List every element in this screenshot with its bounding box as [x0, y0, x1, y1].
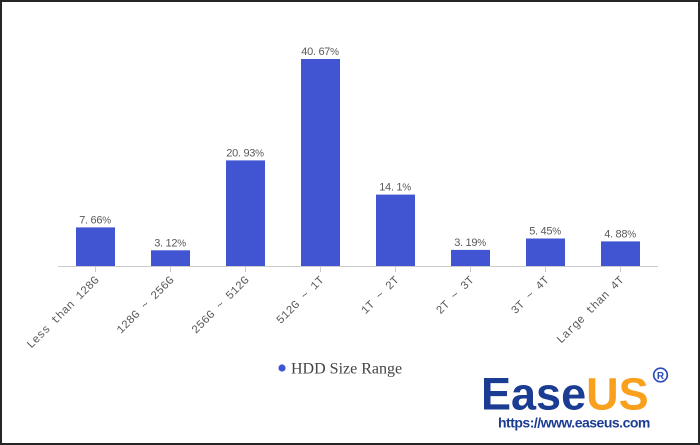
- svg-text:256G ~ 512G: 256G ~ 512G: [189, 274, 252, 337]
- svg-text:14. 1%: 14. 1%: [379, 182, 411, 194]
- svg-text:7. 66%: 7. 66%: [79, 214, 111, 226]
- svg-text:3. 12%: 3. 12%: [154, 237, 186, 249]
- svg-text:2T ~ 3T: 2T ~ 3T: [434, 274, 477, 317]
- svg-text:Large than 4T: Large than 4T: [555, 274, 628, 347]
- svg-text:1T ~ 2T: 1T ~ 2T: [359, 274, 402, 317]
- svg-text:40. 67%: 40. 67%: [301, 46, 339, 58]
- svg-text:EaseUS: EaseUS: [481, 369, 649, 420]
- svg-text:512G ~ 1T: 512G ~ 1T: [274, 274, 327, 327]
- svg-text:128G ~ 256G: 128G ~ 256G: [114, 274, 177, 337]
- svg-text:3. 19%: 3. 19%: [454, 237, 486, 249]
- svg-text:4. 88%: 4. 88%: [604, 228, 636, 240]
- svg-text:HDD Size Range: HDD Size Range: [291, 361, 402, 378]
- svg-text:https://www.easeus.com: https://www.easeus.com: [498, 415, 650, 431]
- svg-text:20. 93%: 20. 93%: [226, 147, 264, 159]
- svg-text:5. 45%: 5. 45%: [529, 226, 561, 238]
- svg-text:Less than 128G: Less than 128G: [25, 274, 103, 352]
- svg-text:3T ~ 4T: 3T ~ 4T: [509, 274, 552, 317]
- svg-text:R: R: [657, 371, 665, 382]
